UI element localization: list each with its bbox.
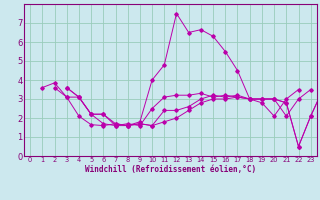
- X-axis label: Windchill (Refroidissement éolien,°C): Windchill (Refroidissement éolien,°C): [85, 165, 256, 174]
